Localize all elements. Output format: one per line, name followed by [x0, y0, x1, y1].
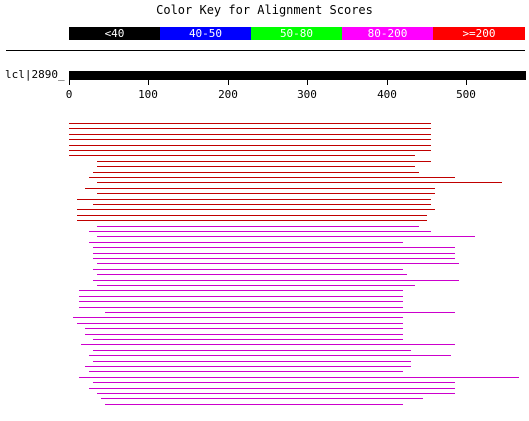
alignment-hit[interactable] [85, 188, 435, 189]
alignment-hit[interactable] [93, 361, 411, 362]
alignment-hit[interactable] [73, 317, 403, 318]
alignment-hit[interactable] [79, 290, 403, 291]
alignment-hit[interactable] [93, 382, 455, 383]
alignment-hit[interactable] [69, 134, 431, 135]
alignment-hit[interactable] [77, 323, 403, 324]
axis-tick [466, 80, 467, 85]
alignment-hit[interactable] [93, 258, 455, 259]
alignment-hit[interactable] [89, 388, 455, 389]
alignment-hit[interactable] [69, 123, 431, 124]
alignment-hit[interactable] [101, 398, 423, 399]
alignment-hit[interactable] [93, 280, 459, 281]
alignment-hit[interactable] [89, 371, 403, 372]
alignment-hit[interactable] [79, 377, 519, 378]
alignment-hit[interactable] [89, 177, 455, 178]
color-key-title: Color Key for Alignment Scores [156, 3, 373, 17]
alignment-hit[interactable] [79, 296, 403, 297]
divider [6, 50, 525, 51]
alignment-hit[interactable] [93, 350, 411, 351]
alignment-hit[interactable] [85, 366, 411, 367]
alignment-hit[interactable] [97, 263, 459, 264]
alignment-hit[interactable] [93, 247, 455, 248]
query-label: lcl|2890_ [5, 68, 65, 81]
alignment-hit[interactable] [97, 393, 455, 394]
color-key-gte200: >=200 [433, 27, 525, 40]
axis-tick [387, 80, 388, 85]
position-axis: 0 100 200 300 400 500 [0, 80, 529, 104]
color-key-40-50: 40-50 [160, 27, 251, 40]
axis-tick-label: 0 [65, 88, 73, 101]
axis-tick [307, 80, 308, 85]
alignment-hit[interactable] [81, 344, 455, 345]
alignment-hit[interactable] [79, 307, 403, 308]
axis-tick-label: 500 [456, 88, 476, 101]
axis-tick-label: 100 [138, 88, 158, 101]
alignment-hit[interactable] [77, 199, 431, 200]
alignment-hit[interactable] [77, 215, 427, 216]
alignment-hit[interactable] [97, 193, 435, 194]
alignment-hit[interactable] [85, 328, 403, 329]
alignment-hit[interactable] [93, 253, 455, 254]
alignment-hit[interactable] [97, 182, 502, 183]
alignment-hit[interactable] [69, 145, 431, 146]
axis-tick [228, 80, 229, 85]
alignment-hit[interactable] [77, 220, 427, 221]
axis-tick-label: 200 [218, 88, 238, 101]
alignment-hit[interactable] [77, 209, 435, 210]
alignment-hit[interactable] [69, 128, 431, 129]
alignment-hit[interactable] [69, 150, 431, 151]
alignment-hit[interactable] [97, 161, 431, 162]
alignment-hit[interactable] [97, 274, 407, 275]
alignment-hit[interactable] [79, 301, 403, 302]
alignment-hit[interactable] [89, 242, 403, 243]
alignment-hit[interactable] [69, 155, 415, 156]
alignment-hit[interactable] [97, 285, 415, 286]
alignment-hit[interactable] [93, 204, 431, 205]
alignment-hit[interactable] [93, 172, 419, 173]
alignment-hit[interactable] [105, 404, 403, 405]
alignment-hit[interactable] [97, 166, 415, 167]
query-bar [69, 71, 526, 80]
alignment-hit[interactable] [97, 226, 419, 227]
axis-tick [148, 80, 149, 85]
color-key-lt40: <40 [69, 27, 160, 40]
alignment-hit[interactable] [105, 312, 455, 313]
axis-tick-label: 400 [377, 88, 397, 101]
alignment-hit[interactable] [85, 334, 403, 335]
alignment-hit[interactable] [93, 269, 403, 270]
alignment-hit[interactable] [69, 139, 431, 140]
alignment-hit[interactable] [97, 236, 475, 237]
alignment-hit[interactable] [93, 339, 403, 340]
alignment-hit[interactable] [89, 231, 431, 232]
color-key-80-200: 80-200 [342, 27, 433, 40]
color-key-50-80: 50-80 [251, 27, 342, 40]
axis-tick [69, 80, 70, 85]
alignment-hit[interactable] [89, 355, 451, 356]
axis-tick-label: 300 [297, 88, 317, 101]
